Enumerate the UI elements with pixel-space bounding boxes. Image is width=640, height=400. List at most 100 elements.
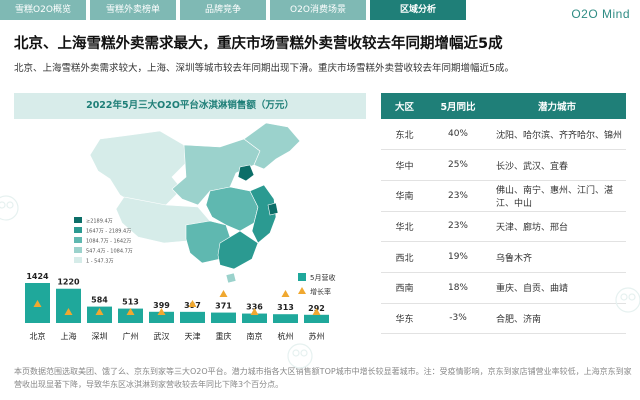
legend-bar-swatch <box>298 273 306 281</box>
map-legend-swatch <box>74 247 82 253</box>
cell-yoy: 19% <box>428 241 488 273</box>
bar <box>149 311 174 323</box>
header-region: 大区 <box>381 93 428 119</box>
table-row: 西南 18% 重庆、自贡、曲靖 <box>381 272 626 304</box>
map-legend-swatch <box>74 227 82 233</box>
cell-yoy: 18% <box>428 272 488 304</box>
tab-o2o-overview[interactable]: 雪糕O2O概览 <box>0 0 86 20</box>
header-yoy: 5月同比 <box>428 93 488 119</box>
bar-value-label: 371 <box>215 302 232 311</box>
table-header-row: 大区 5月同比 潜力城市 <box>381 93 626 119</box>
bar <box>273 314 298 323</box>
category-label: 武汉 <box>154 331 170 341</box>
bar-value-label: 336 <box>246 303 263 312</box>
tab-region-analysis[interactable]: 区域分析 <box>370 0 466 20</box>
category-label: 重庆 <box>216 331 232 341</box>
map-region-shanghai <box>267 202 279 216</box>
category-label: 南京 <box>247 331 263 341</box>
cell-region: 华北 <box>381 211 428 243</box>
bar-value-label: 1424 <box>26 272 49 281</box>
bar <box>242 313 267 323</box>
legend-bar-label: 5月营收 <box>310 273 335 282</box>
cell-cities: 长沙、武汉、宜春 <box>488 149 626 181</box>
map-legend-label: 1084.7万 - 1642万 <box>86 239 131 245</box>
map-legend-label: 547.4万 - 1084.7万 <box>86 249 133 255</box>
cell-region: 西南 <box>381 272 428 304</box>
growth-marker <box>281 290 290 297</box>
china-map <box>89 122 301 284</box>
cell-yoy: -3% <box>428 303 488 335</box>
map-region-capital <box>237 164 255 182</box>
tab-consumption-scenario[interactable]: O2O消费场景 <box>270 0 366 20</box>
map-region-hainan <box>225 272 237 284</box>
map-legend-swatch <box>74 257 82 263</box>
category-label: 天津 <box>185 331 201 341</box>
bar-value-label: 513 <box>122 298 139 307</box>
bar-value-label: 584 <box>91 296 108 305</box>
legend-triangle-marker <box>298 287 306 294</box>
category-label: 北京 <box>30 331 46 341</box>
cell-cities: 重庆、自贡、曲靖 <box>488 272 626 304</box>
table-row: 东北 40% 沈阳、哈尔滨、齐齐哈尔、锦州 <box>381 119 626 151</box>
top-nav: 雪糕O2O概览 雪糕外卖榜单 品牌竞争 O2O消费场景 区域分析 O2O Min… <box>0 0 640 21</box>
map-region-south <box>217 230 259 270</box>
page-headline: 北京、上海雪糕外卖需求最大，重庆市场雪糕外卖营收较去年同期增幅近5成 <box>14 36 503 52</box>
cell-yoy: 40% <box>428 119 488 151</box>
growth-marker <box>312 308 321 315</box>
bar-series: 1424北京1220上海584深圳513广州399武汉397天津371重庆336… <box>25 272 329 341</box>
category-label: 广州 <box>123 331 139 341</box>
map-region-central <box>205 186 259 232</box>
growth-marker <box>33 300 42 307</box>
growth-marker <box>219 290 228 297</box>
map-region-northwest <box>89 130 187 206</box>
series-legend: 5月营收 增长率 <box>298 273 335 296</box>
table-row: 华东 -3% 合肥、济南 <box>381 303 626 335</box>
map-legend-label: 1 - 547.3万 <box>86 259 113 265</box>
chart-canvas: ≥2189.4万 1647万 - 2189.4万 1084.7万 - 1642万… <box>25 122 335 341</box>
map-legend-swatch <box>74 237 82 243</box>
category-label: 上海 <box>61 331 77 341</box>
map-legend-swatch <box>74 217 82 223</box>
tab-brand-competition[interactable]: 品牌竞争 <box>180 0 266 20</box>
bar <box>211 312 236 323</box>
brand-logo: O2O Mind <box>571 7 630 21</box>
cell-cities: 佛山、南宁、惠州、江门、湛江、中山 <box>488 180 626 212</box>
cell-cities: 沈阳、哈尔滨、齐齐哈尔、锦州 <box>488 119 626 151</box>
footnote: 本页数据范围选取美团、饿了么、京东到家等三大O2O平台。潜力城市指各大区销售额T… <box>14 367 632 389</box>
bar-value-label: 1220 <box>57 278 80 287</box>
cell-cities: 合肥、济南 <box>488 303 626 335</box>
growth-marker <box>64 308 73 315</box>
page-subheadline: 北京、上海雪糕外卖需求较大，上海、深圳等城市较去年同期出现下滑。重庆市场雪糕外卖… <box>14 63 515 74</box>
growth-marker <box>188 300 197 307</box>
growth-marker <box>157 308 166 315</box>
category-label: 深圳 <box>92 331 108 341</box>
cell-cities: 天津、廊坊、邢台 <box>488 211 626 243</box>
category-label: 杭州 <box>278 331 294 341</box>
map-region-east <box>249 184 277 244</box>
table-row: 西北 19% 乌鲁木齐 <box>381 241 626 273</box>
growth-marker <box>95 308 104 315</box>
table-row: 华北 23% 天津、廊坊、邢台 <box>381 211 626 243</box>
header-cities: 潜力城市 <box>488 93 626 119</box>
table-row: 华中 25% 长沙、武汉、宜春 <box>381 149 626 181</box>
cell-region: 华南 <box>381 180 428 212</box>
growth-marker <box>250 308 259 315</box>
cell-yoy: 25% <box>428 149 488 181</box>
chart-panel: 2022年5月三大O2O平台冰淇淋销售额（万元） <box>14 93 366 353</box>
cell-yoy: 23% <box>428 180 488 212</box>
cell-yoy: 23% <box>428 211 488 243</box>
tab-takeaway-ranking[interactable]: 雪糕外卖榜单 <box>90 0 176 20</box>
chart-title: 2022年5月三大O2O平台冰淇淋销售额（万元） <box>14 93 366 119</box>
legend-growth-label: 增长率 <box>310 287 331 296</box>
table-row: 华南 23% 佛山、南宁、惠州、江门、湛江、中山 <box>381 180 626 212</box>
bar-value-label: 399 <box>153 301 170 310</box>
map-region-northeast <box>243 122 301 170</box>
bar <box>118 308 143 323</box>
region-table: 大区 5月同比 潜力城市 东北 40% 沈阳、哈尔滨、齐齐哈尔、锦州 华中 25… <box>381 93 626 335</box>
category-label: 苏州 <box>309 331 325 341</box>
cell-cities: 乌鲁木齐 <box>488 241 626 273</box>
bar <box>180 311 205 323</box>
cell-region: 西北 <box>381 241 428 273</box>
cell-region: 华东 <box>381 303 428 335</box>
